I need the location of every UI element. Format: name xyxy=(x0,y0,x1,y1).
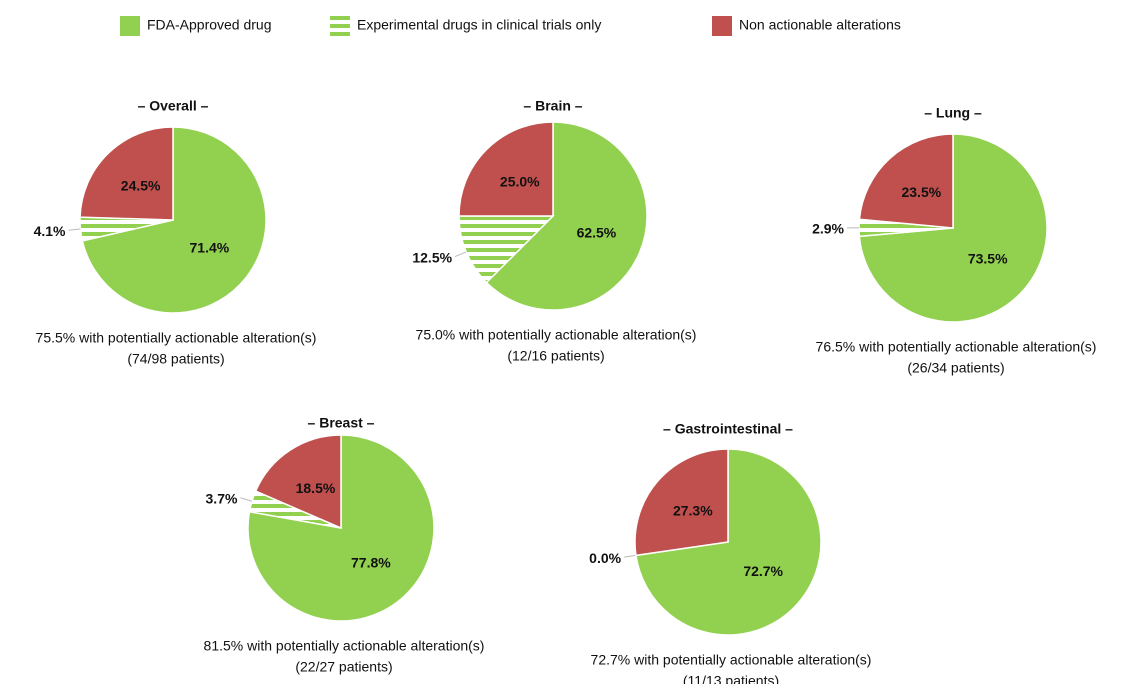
data-label: 62.5% xyxy=(577,225,617,241)
leader-line xyxy=(454,251,467,258)
leader-line xyxy=(240,497,253,502)
data-label: 24.5% xyxy=(121,177,161,193)
data-label: 77.8% xyxy=(351,554,391,570)
data-label: 72.7% xyxy=(743,563,783,579)
pie-slice xyxy=(79,126,174,221)
caption: 75.5% with potentially actionable altera… xyxy=(36,330,317,346)
data-label: 18.5% xyxy=(296,480,336,496)
caption: 75.0% with potentially actionable altera… xyxy=(416,327,697,343)
caption: (22/27 patients) xyxy=(295,659,392,675)
caption: (26/34 patients) xyxy=(907,360,1004,376)
pie-title: – Breast – xyxy=(308,415,375,431)
data-label: 0.0% xyxy=(589,550,621,566)
data-label: 73.5% xyxy=(968,250,1008,266)
data-label: 2.9% xyxy=(812,221,844,237)
pie-slice xyxy=(858,133,954,229)
caption: 72.7% with potentially actionable altera… xyxy=(591,652,872,668)
legend-label: Experimental drugs in clinical trials on… xyxy=(357,17,601,33)
data-label: 23.5% xyxy=(901,184,941,200)
pie-slice xyxy=(81,126,267,314)
pie-slice xyxy=(485,121,648,311)
legend-swatch xyxy=(712,16,732,36)
data-label: 4.1% xyxy=(34,223,66,239)
legend-swatch xyxy=(120,16,140,36)
leader-line xyxy=(624,554,637,558)
leader-line xyxy=(68,228,81,231)
data-label: 71.4% xyxy=(190,240,230,256)
pie-slice xyxy=(458,215,555,284)
pie-title: – Overall – xyxy=(138,98,209,114)
caption: (11/13 patients) xyxy=(683,673,779,684)
caption: 76.5% with potentially actionable altera… xyxy=(816,339,1097,355)
pie-slice xyxy=(634,448,729,557)
pie-slice xyxy=(247,434,435,622)
pie-slice xyxy=(254,434,342,530)
pie-title: – Brain – xyxy=(523,98,582,114)
legend-label: FDA-Approved drug xyxy=(147,17,272,33)
pie-slice xyxy=(458,121,554,217)
data-label: 25.0% xyxy=(500,173,540,189)
data-label: 3.7% xyxy=(206,490,238,506)
pie-title: – Gastrointestinal – xyxy=(663,421,793,437)
legend-swatch xyxy=(330,16,350,36)
legend-label: Non actionable alterations xyxy=(739,17,901,33)
caption: (74/98 patients) xyxy=(127,351,224,367)
data-label: 27.3% xyxy=(673,502,713,518)
pie-title: – Lung – xyxy=(924,105,982,121)
data-label: 12.5% xyxy=(412,249,452,265)
caption: (12/16 patients) xyxy=(507,348,604,364)
caption: 81.5% with potentially actionable altera… xyxy=(204,638,485,654)
